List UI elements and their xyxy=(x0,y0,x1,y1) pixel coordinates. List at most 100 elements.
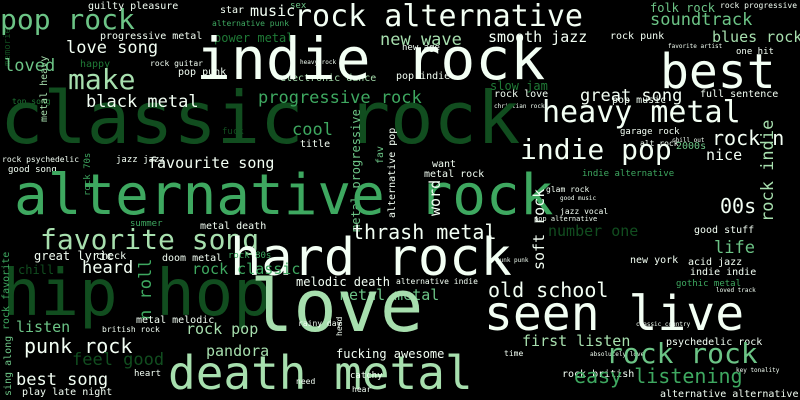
word-jazz-jazz: jazz jazz xyxy=(116,155,165,165)
word-pop-indie: pop indie xyxy=(396,71,451,82)
word-love-song: love song xyxy=(66,38,159,58)
word-indie-rock: indie rock xyxy=(196,25,546,93)
word-alternative-indie: alternative indie xyxy=(396,277,478,286)
word-feel-good: feel good xyxy=(72,350,165,370)
word-best: best xyxy=(660,44,776,100)
word-guilty-pleasure: guilty pleasure xyxy=(88,1,179,12)
word-easy-listening: easy listening xyxy=(574,364,743,388)
word-jazz-vocal: jazz vocal xyxy=(560,207,609,216)
word-new-age: new age xyxy=(402,43,440,53)
word-thrash-metal: thrash metal xyxy=(352,220,497,244)
word-best-song: best song xyxy=(16,370,109,390)
word-great-song: great song xyxy=(580,86,683,106)
word-classic-country: classic country xyxy=(636,321,691,328)
word-number-one: number one xyxy=(548,222,639,240)
word-00s: 00s xyxy=(720,194,757,218)
word-fucking-awesome: fucking awesome xyxy=(336,347,445,361)
word-alternative-alternative: alternative alternative xyxy=(660,389,799,400)
word-hear: hear xyxy=(352,385,372,394)
word-check: check xyxy=(96,251,127,262)
word-good-stuff: good stuff xyxy=(694,225,755,236)
word-rock-pop: rock pop xyxy=(186,320,259,338)
word-punk-punk: punk punk xyxy=(496,257,529,264)
word-top-song: top song xyxy=(12,97,51,106)
word-loved: loved xyxy=(4,56,56,76)
word-folk-rock: folk rock xyxy=(650,1,716,15)
word-pop-punk: pop punk xyxy=(178,67,227,78)
word-old-school: old school xyxy=(488,278,609,302)
word-new-wave: new wave xyxy=(380,30,462,50)
word-chill-out: chill out xyxy=(672,137,705,144)
word-life: life xyxy=(714,238,755,258)
word-soundtrack: soundtrack xyxy=(650,10,753,30)
word-metal-melodic: metal melodic xyxy=(136,315,215,326)
word-psychedelic-rock: psychedelic rock xyxy=(666,337,763,348)
word-great-lyric: great lyric xyxy=(34,249,114,263)
word-key-tonality: key tonality xyxy=(736,367,780,374)
word-indie-pop: indie pop xyxy=(520,133,672,166)
word-catchy: catchy xyxy=(350,371,383,381)
word-fuck: fuck xyxy=(222,127,244,137)
word-british-rock: british rock xyxy=(102,325,160,334)
word-2000s: 2000s xyxy=(676,141,707,152)
word-blues-rock: blues rock xyxy=(712,28,800,46)
word-alternative-punk: alternative punk xyxy=(212,19,290,28)
word-full-sentence: full sentence xyxy=(700,89,779,100)
word-happy: happy xyxy=(80,59,111,70)
word-death-metal: death metal xyxy=(168,346,473,400)
word-pop-alternative: pop alternative xyxy=(534,215,598,223)
word-love: love xyxy=(250,264,424,348)
word-good-song: good song xyxy=(8,165,57,175)
word-rock-british: rock british xyxy=(562,369,635,380)
word-metal-rock: metal rock xyxy=(424,169,485,180)
word-fav: fav xyxy=(375,145,386,164)
word-n-roll: n roll xyxy=(136,258,156,320)
word-heart: heart xyxy=(134,369,162,379)
word-nice: nice xyxy=(706,146,743,164)
word-head: head xyxy=(335,316,344,336)
word-title: title xyxy=(300,139,331,150)
word-rock-80s: rock 80s xyxy=(228,251,272,261)
word-progressive-rock: progressive rock xyxy=(258,88,422,108)
word-rock-progressive: rock progressive xyxy=(720,1,798,10)
word-hip-hop: hip hop xyxy=(2,257,272,331)
word-chill: chill xyxy=(18,263,55,277)
word-rock-punk: rock punk xyxy=(610,31,665,42)
word-progressive-metal: progressive metal xyxy=(100,31,203,42)
word-pop-music: pop music xyxy=(612,95,667,106)
word-glam-rock: glam rock xyxy=(546,185,590,194)
word-word: word xyxy=(426,179,444,216)
word-listen: listen xyxy=(16,318,71,336)
word-melodic-death: melodic death xyxy=(296,275,390,289)
word-rock-rock: rock rock xyxy=(606,337,758,370)
word-play-late-night: play late night xyxy=(22,387,113,398)
word-loved-track: loved track xyxy=(716,287,756,294)
word-garage-rock: garage rock xyxy=(620,127,680,137)
word-favorite-song: favorite song xyxy=(40,223,260,256)
word-rock-favorite: rock favorite xyxy=(1,251,12,330)
word-alternative-rock: alternative rock xyxy=(14,163,554,228)
word-indie-indie: indie indie xyxy=(690,267,757,278)
word-make: make xyxy=(68,63,136,96)
word-good-music: good music xyxy=(560,195,597,202)
word-cool: cool xyxy=(292,120,333,140)
word-rainy-day: rainy day xyxy=(298,319,342,328)
word-pop-rock: pop rock xyxy=(0,3,135,36)
word-sex: sex xyxy=(290,1,307,11)
word-black-metal: black metal xyxy=(86,92,199,112)
word-slow-jam: slow jam xyxy=(490,79,548,93)
word-one-hit: one hit xyxy=(736,47,774,57)
word-doom-metal: doom metal xyxy=(162,253,223,264)
word-star: star xyxy=(220,5,245,16)
word-rock-classic: rock classic xyxy=(192,260,301,278)
word-first-listen: first listen xyxy=(522,332,631,350)
word-rock-alternative: rock alternative xyxy=(294,0,583,34)
word-absolutely-love: absolutely love xyxy=(590,351,645,358)
word-power-metal: power metal xyxy=(214,31,294,45)
word-rock-love: rock love xyxy=(494,89,549,100)
word-rock-indie: rock indie xyxy=(758,119,778,222)
word-electronic-dance: electronic dance xyxy=(280,73,377,84)
word-hard-rock: hard rock xyxy=(230,228,512,288)
word-sing-along: sing along xyxy=(3,335,14,396)
